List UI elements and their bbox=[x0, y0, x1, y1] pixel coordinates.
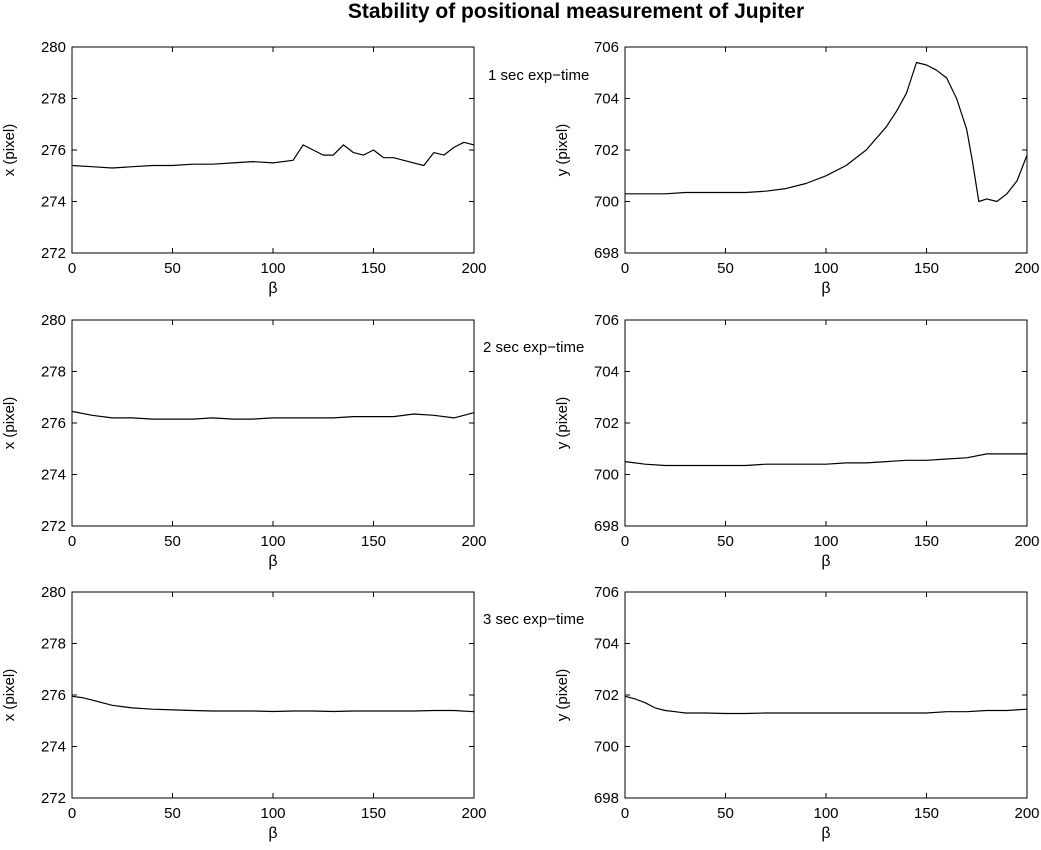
y-axis-label: y (pixel) bbox=[554, 397, 571, 450]
y-tick-label: 272 bbox=[41, 245, 66, 262]
y-tick-label: 706 bbox=[594, 39, 619, 56]
y-tick-label: 276 bbox=[41, 415, 66, 432]
series-line bbox=[624, 453, 1027, 467]
y-tick-label: 704 bbox=[594, 364, 619, 381]
y-tick-label: 276 bbox=[41, 687, 66, 704]
x-tick-label: 150 bbox=[361, 260, 386, 277]
y-axis-label: x (pixel) bbox=[1, 124, 18, 177]
axes-frame bbox=[71, 319, 475, 527]
chart-y-1s: 0 50 100 150 200 698 700 702 704 706 β y (pixel) bbox=[554, 39, 1040, 297]
axes-frame bbox=[624, 319, 1028, 527]
y-tick-label: 274 bbox=[41, 739, 66, 756]
x-tick-label: 100 bbox=[813, 805, 838, 822]
x-tick-label: 100 bbox=[260, 260, 285, 277]
x-axis-label: β bbox=[821, 825, 830, 842]
x-axis-label: β bbox=[268, 280, 277, 297]
x-tick-label: 50 bbox=[717, 260, 734, 277]
axes-frame bbox=[624, 46, 1028, 254]
series-line bbox=[71, 410, 475, 420]
y-tick-label: 278 bbox=[41, 364, 66, 381]
x-tick-label: 150 bbox=[914, 533, 939, 550]
x-tick-label: 0 bbox=[68, 805, 76, 822]
exposure-label-3s: 3 sec exp−time bbox=[483, 611, 585, 628]
x-tick-label: 200 bbox=[461, 533, 486, 550]
y-tick-label: 706 bbox=[594, 312, 619, 329]
y-axis-label: y (pixel) bbox=[554, 669, 571, 722]
exposure-label-2s: 2 sec exp−time bbox=[483, 339, 585, 356]
y-tick-label: 698 bbox=[594, 790, 619, 807]
y-tick-label: 704 bbox=[594, 636, 619, 653]
axes-frame bbox=[624, 591, 1028, 799]
x-tick-label: 150 bbox=[914, 260, 939, 277]
y-tick-label: 706 bbox=[594, 584, 619, 601]
y-axis-label: x (pixel) bbox=[1, 397, 18, 450]
y-tick-label: 280 bbox=[41, 584, 66, 601]
x-axis-label: β bbox=[268, 553, 277, 570]
x-tick-label: 100 bbox=[260, 805, 285, 822]
x-axis-label: β bbox=[268, 825, 277, 842]
y-tick-label: 700 bbox=[594, 194, 619, 211]
axes-frame bbox=[71, 46, 475, 254]
series-line bbox=[625, 61, 1028, 203]
x-tick-label: 100 bbox=[260, 533, 285, 550]
y-axis-label: x (pixel) bbox=[1, 669, 18, 722]
y-tick-label: 702 bbox=[594, 415, 619, 432]
x-tick-label: 100 bbox=[813, 260, 838, 277]
x-tick-label: 200 bbox=[461, 260, 486, 277]
x-tick-label: 200 bbox=[1014, 533, 1039, 550]
x-tick-label: 50 bbox=[164, 805, 181, 822]
chart-x-2s: 0 50 100 150 200 272 274 276 278 280 β x (pixel) bbox=[1, 312, 487, 570]
x-tick-label: 200 bbox=[1014, 260, 1039, 277]
x-tick-label: 0 bbox=[621, 533, 629, 550]
x-tick-label: 50 bbox=[164, 533, 181, 550]
x-axis-label: β bbox=[821, 280, 830, 297]
y-tick-label: 272 bbox=[41, 790, 66, 807]
chart-y-3s: 0 50 100 150 200 698 700 702 704 706 β y (pixel) bbox=[554, 584, 1040, 842]
x-axis-label: β bbox=[821, 553, 830, 570]
y-tick-label: 704 bbox=[594, 91, 619, 108]
x-tick-label: 100 bbox=[813, 533, 838, 550]
y-tick-label: 698 bbox=[594, 245, 619, 262]
y-tick-label: 280 bbox=[41, 312, 66, 329]
x-tick-label: 50 bbox=[717, 805, 734, 822]
series-line bbox=[71, 695, 475, 713]
chart-x-1s: 0 50 100 150 200 272 274 276 278 280 β x (pixel) bbox=[1, 39, 487, 297]
x-tick-label: 150 bbox=[361, 533, 386, 550]
y-tick-label: 700 bbox=[594, 467, 619, 484]
y-tick-label: 700 bbox=[594, 739, 619, 756]
y-tick-label: 278 bbox=[41, 636, 66, 653]
y-tick-label: 278 bbox=[41, 91, 66, 108]
series-line bbox=[71, 141, 475, 169]
y-tick-label: 698 bbox=[594, 518, 619, 535]
x-tick-label: 0 bbox=[68, 533, 76, 550]
y-tick-label: 702 bbox=[594, 142, 619, 159]
y-tick-label: 280 bbox=[41, 39, 66, 56]
x-tick-label: 200 bbox=[1014, 805, 1039, 822]
y-tick-label: 702 bbox=[594, 687, 619, 704]
chart-x-3s: 0 50 100 150 200 272 274 276 278 280 β x (pixel) bbox=[1, 584, 487, 842]
axes-frame bbox=[71, 591, 475, 799]
x-tick-label: 0 bbox=[68, 260, 76, 277]
y-tick-label: 272 bbox=[41, 518, 66, 535]
x-tick-label: 0 bbox=[621, 805, 629, 822]
x-tick-label: 0 bbox=[621, 260, 629, 277]
x-tick-label: 50 bbox=[164, 260, 181, 277]
chart-y-2s: 0 50 100 150 200 698 700 702 704 706 β y (pixel) bbox=[554, 312, 1040, 570]
x-tick-label: 150 bbox=[914, 805, 939, 822]
series-line bbox=[624, 695, 1028, 715]
y-tick-label: 274 bbox=[41, 194, 66, 211]
x-tick-label: 150 bbox=[361, 805, 386, 822]
x-tick-label: 50 bbox=[717, 533, 734, 550]
exposure-label-1s: 1 sec exp−time bbox=[488, 67, 590, 84]
x-tick-label: 200 bbox=[461, 805, 486, 822]
y-tick-label: 276 bbox=[41, 142, 66, 159]
y-tick-label: 274 bbox=[41, 467, 66, 484]
figure-title: Stability of positional measurement of J… bbox=[347, 0, 805, 23]
y-axis-label: y (pixel) bbox=[554, 124, 571, 177]
